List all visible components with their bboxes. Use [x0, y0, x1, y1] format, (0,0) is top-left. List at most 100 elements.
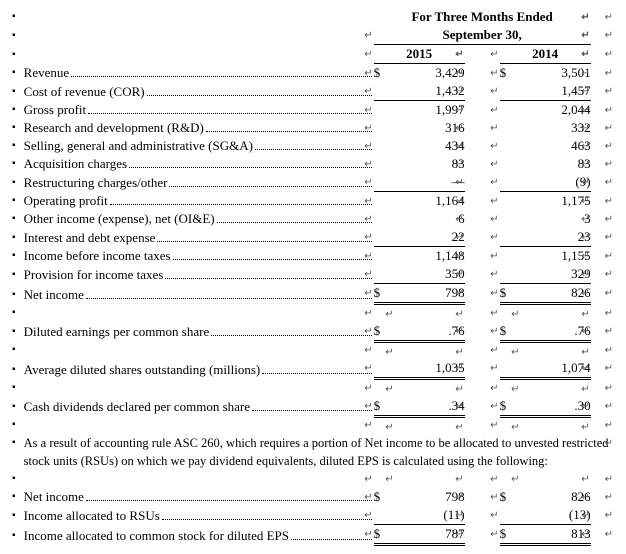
currency-col1: $ — [374, 488, 395, 506]
currency-col2 — [500, 192, 521, 211]
value-col2: (13)↵ — [521, 506, 591, 525]
spacer-row: ▪↵↵↵↵↵↵↵ — [12, 304, 614, 322]
period-title: For Three Months Ended — [411, 9, 552, 24]
value-col1: 1,148↵ — [395, 247, 465, 266]
table-row: ▪Interest and debt expense ↵22↵↵23↵↵ — [12, 228, 614, 247]
currency-col2 — [500, 359, 521, 379]
currency-col1 — [374, 137, 395, 155]
value-col1: 434↵ — [395, 137, 465, 155]
value-col2: 3↵ — [521, 210, 591, 228]
footnote-row: ▪As a result of accounting rule ASC 260,… — [12, 434, 614, 470]
row-label: Cash dividends declared per common share — [24, 398, 250, 416]
value-col2: 813↵ — [521, 525, 591, 545]
header-row-2: ▪↵ September 30,↵ ↵ — [12, 26, 614, 45]
year-1: 2015 — [406, 46, 432, 61]
value-col2: 1,074↵ — [521, 359, 591, 379]
row-label: Diluted earnings per common share — [24, 323, 210, 341]
value-col2: 2,044↵ — [521, 101, 591, 120]
value-col1: 1,432↵ — [395, 82, 465, 101]
row-label: Interest and debt expense — [24, 229, 156, 247]
row-label: Income allocated to common stock for dil… — [24, 527, 289, 545]
currency-col2 — [500, 210, 521, 228]
currency-col2: $ — [500, 488, 521, 506]
currency-col1 — [374, 228, 395, 247]
year-2: 2014 — [532, 46, 558, 61]
currency-col2 — [500, 119, 521, 137]
row-label: Gross profit — [24, 101, 86, 119]
row-label: Net income — [24, 286, 84, 304]
table-row: ▪Gross profit ↵1,997↵↵2,044↵↵ — [12, 101, 614, 120]
footnote-text: As a result of accounting rule ASC 260, … — [24, 434, 614, 470]
table-row: ▪Cost of revenue (COR) ↵1,432↵↵1,457↵↵ — [12, 82, 614, 101]
currency-col1: $ — [374, 64, 395, 83]
currency-col1 — [374, 192, 395, 211]
currency-col1 — [374, 359, 395, 379]
value-col1: .76↵ — [395, 322, 465, 342]
row-label: Revenue — [24, 64, 69, 82]
currency-col2: $ — [500, 322, 521, 342]
currency-col2 — [500, 173, 521, 192]
currency-col2 — [500, 82, 521, 101]
spacer-row: ▪↵↵↵↵↵↵↵ — [12, 341, 614, 359]
table-row: ▪Operating profit ↵1,164↵↵1,175↵↵ — [12, 192, 614, 211]
value-col1: 3,429↵ — [395, 64, 465, 83]
table-row: ▪Diluted earnings per common share ↵$.76… — [12, 322, 614, 342]
table-row: ▪Net income ↵$798↵↵$826↵↵ — [12, 284, 614, 304]
currency-col2 — [500, 506, 521, 525]
value-col1: 22↵ — [395, 228, 465, 247]
spacer-row: ▪↵↵↵↵↵↵↵ — [12, 470, 614, 488]
value-col1: 83↵ — [395, 155, 465, 173]
currency-col1 — [374, 82, 395, 101]
row-label: Average diluted shares outstanding (mill… — [24, 361, 261, 379]
currency-col1 — [374, 506, 395, 525]
table-row: ▪Cash dividends declared per common shar… — [12, 397, 614, 417]
row-label: Cost of revenue (COR) — [24, 83, 145, 101]
value-col2: 1,175↵ — [521, 192, 591, 211]
header-row-1: ▪ For Three Months Ended↵ ↵ — [12, 8, 614, 26]
table-row: ▪Revenue ↵$3,429↵↵$3,501↵↵ — [12, 64, 614, 83]
value-col1: 1,035↵ — [395, 359, 465, 379]
currency-col1: $ — [374, 322, 395, 342]
value-col1: 316↵ — [395, 119, 465, 137]
row-label: Income before income taxes — [24, 247, 171, 265]
table-row: ▪Restructuring charges/other ↵—↵↵(9)↵↵ — [12, 173, 614, 192]
currency-col2 — [500, 101, 521, 120]
currency-col1 — [374, 265, 395, 284]
value-col1: 6↵ — [395, 210, 465, 228]
value-col1: (11)↵ — [395, 506, 465, 525]
currency-col2: $ — [500, 284, 521, 304]
currency-col2: $ — [500, 525, 521, 545]
row-label: Other income (expense), net (OI&E) — [24, 210, 215, 228]
row-label: Restructuring charges/other — [24, 174, 168, 192]
period-subtitle: September 30, — [443, 27, 522, 42]
row-label: Income allocated to RSUs — [24, 507, 160, 525]
value-col1: 350↵ — [395, 265, 465, 284]
value-col2: 1,457↵ — [521, 82, 591, 101]
currency-col1 — [374, 101, 395, 120]
table-row: ▪Research and development (R&D) ↵316↵↵33… — [12, 119, 614, 137]
currency-col1 — [374, 155, 395, 173]
currency-col1: $ — [374, 525, 395, 545]
value-col2: .30↵ — [521, 397, 591, 417]
currency-col1 — [374, 247, 395, 266]
value-col2: 463↵ — [521, 137, 591, 155]
value-col2: (9)↵ — [521, 173, 591, 192]
currency-col1 — [374, 173, 395, 192]
row-label: Acquisition charges — [24, 155, 127, 173]
table-row: ▪Provision for income taxes ↵350↵↵329↵↵ — [12, 265, 614, 284]
header-years: ▪↵ 2015↵ ↵ 2014↵ ↵ — [12, 45, 614, 64]
table-row: ▪Average diluted shares outstanding (mil… — [12, 359, 614, 379]
value-col2: 83↵ — [521, 155, 591, 173]
value-col1: 1,164↵ — [395, 192, 465, 211]
currency-col1: $ — [374, 397, 395, 417]
financial-table: ▪ For Three Months Ended↵ ↵ ▪↵ September… — [12, 8, 614, 546]
value-col1: —↵ — [395, 173, 465, 192]
table-row: ▪Income allocated to common stock for di… — [12, 525, 614, 545]
currency-col1 — [374, 210, 395, 228]
table-row: ▪Income before income taxes ↵1,148↵↵1,15… — [12, 247, 614, 266]
currency-col1 — [374, 119, 395, 137]
value-col1: 798↵ — [395, 488, 465, 506]
table-row: ▪Acquisition charges ↵83↵↵83↵↵ — [12, 155, 614, 173]
row-label: Provision for income taxes — [24, 266, 164, 284]
currency-col2 — [500, 228, 521, 247]
